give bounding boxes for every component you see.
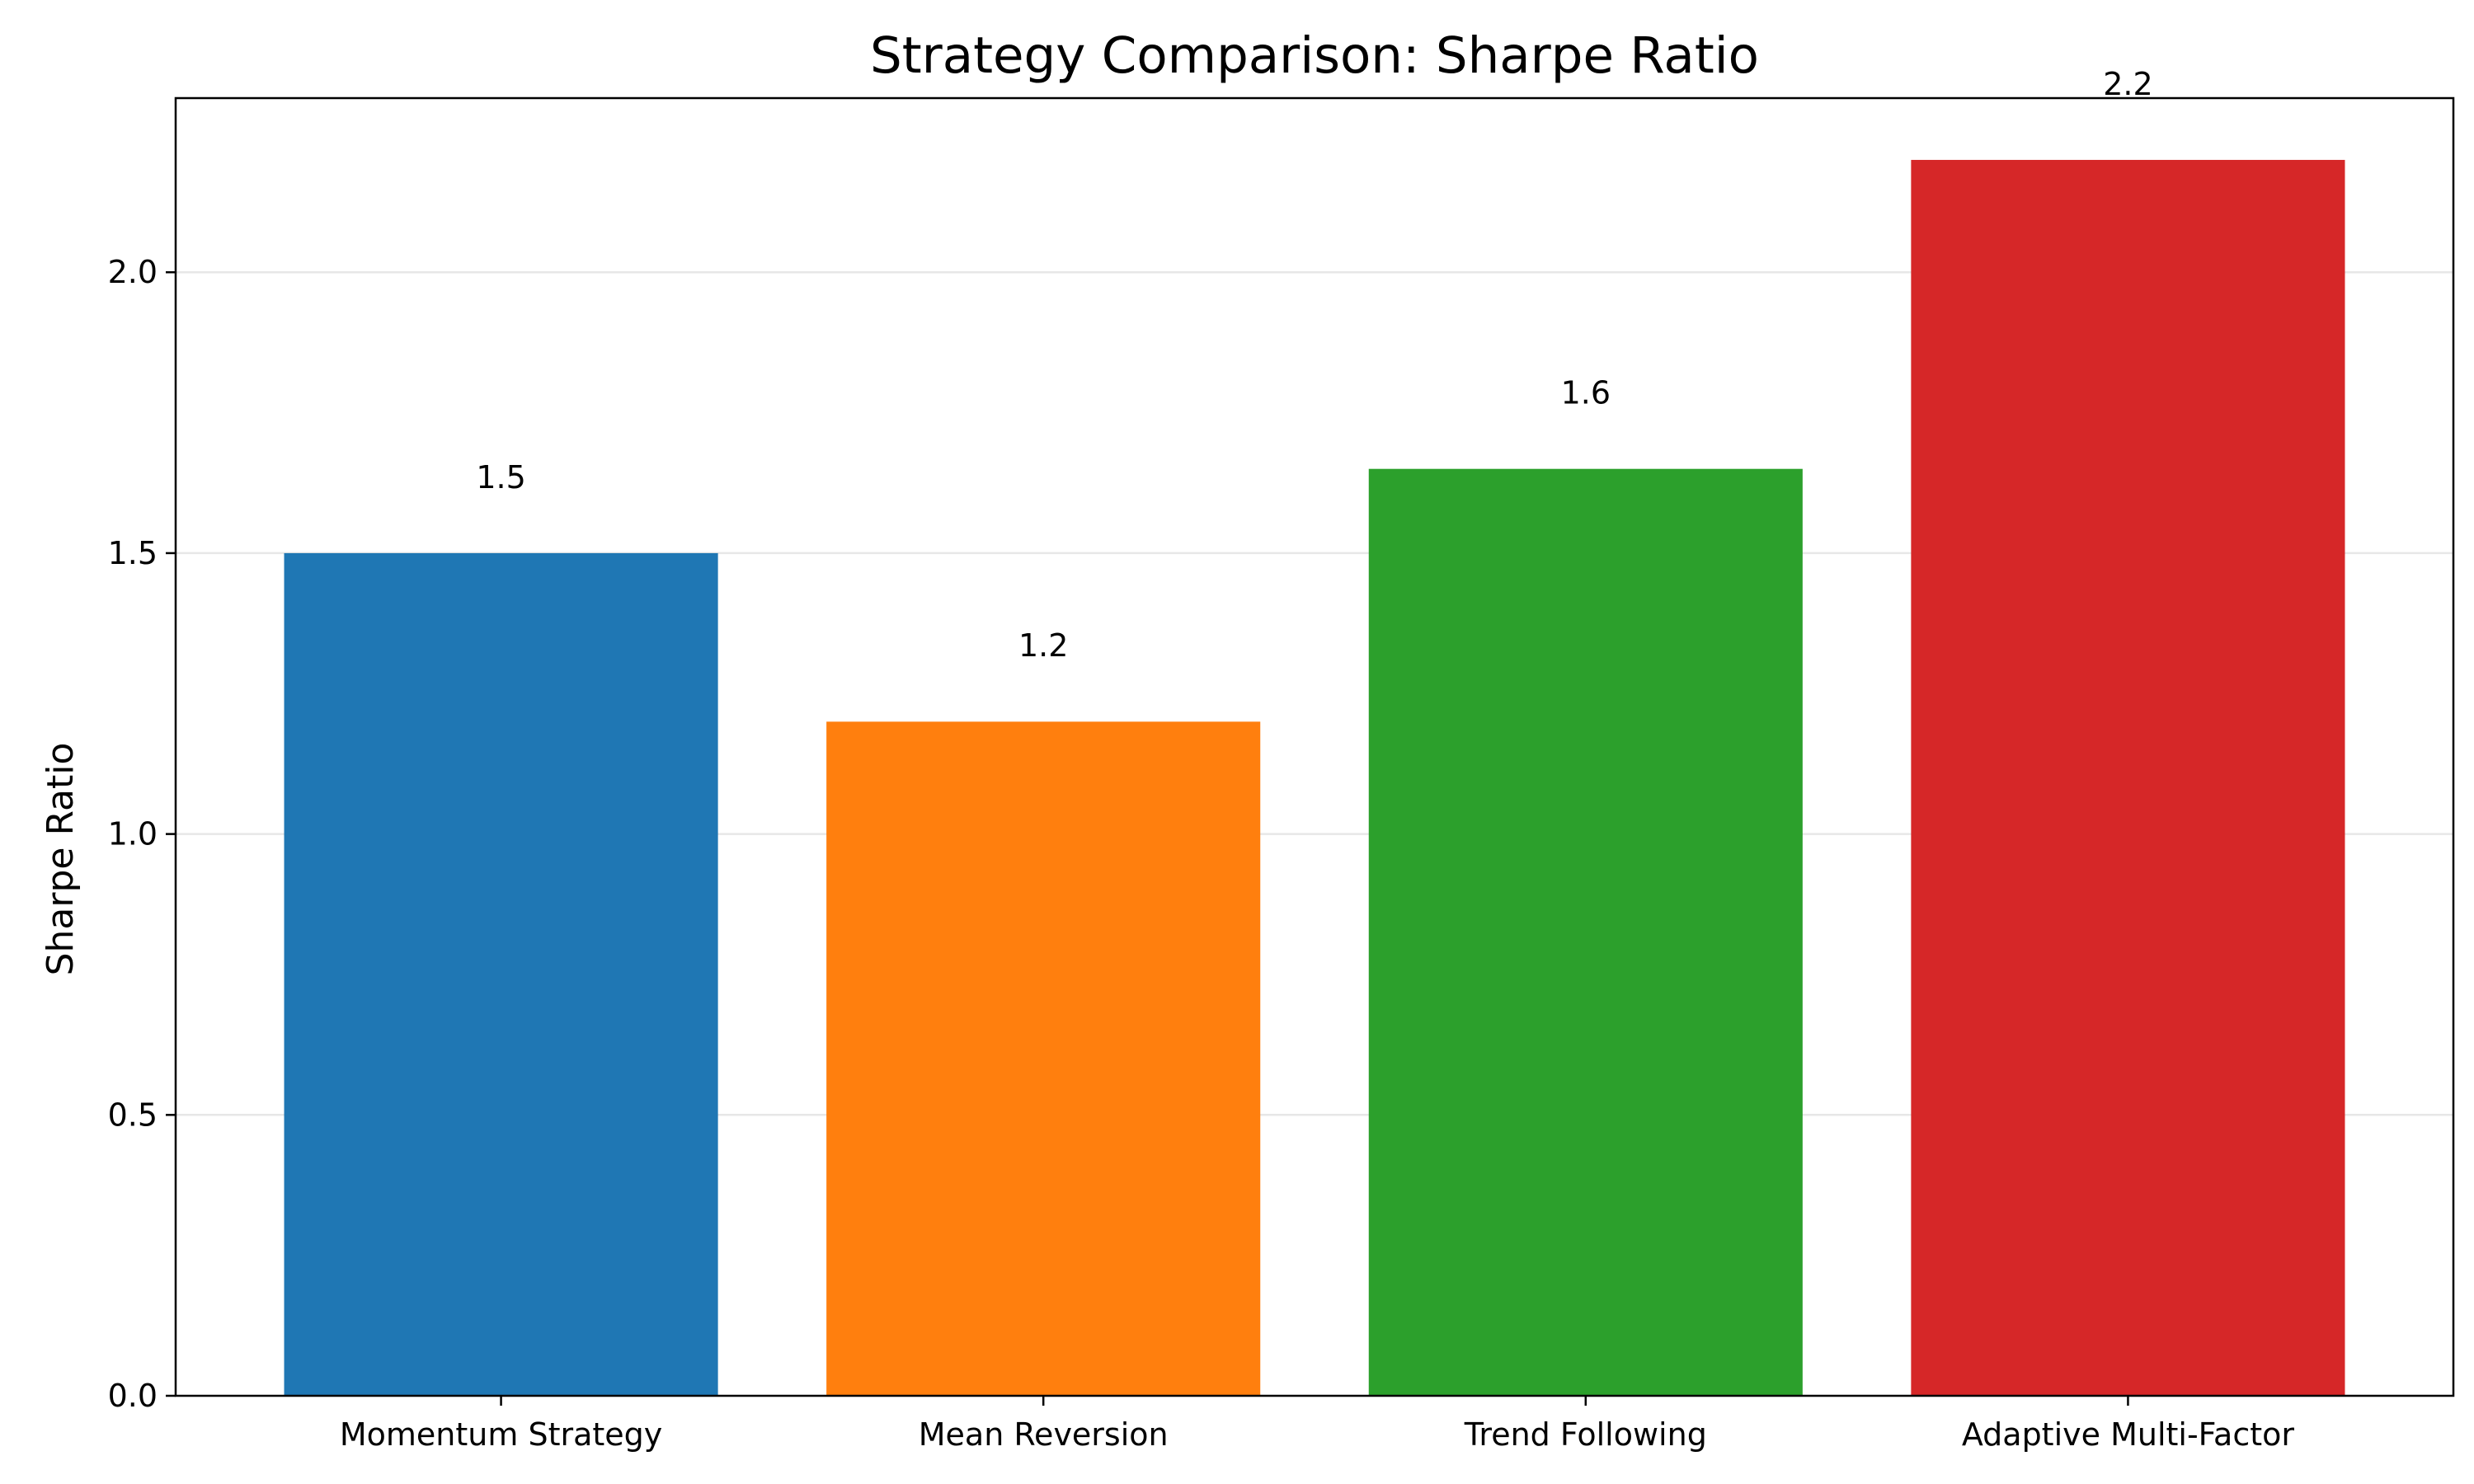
x-tick-label: Momentum Strategy <box>340 1416 662 1453</box>
bars <box>284 159 2345 1396</box>
y-tick-label: 0.5 <box>108 1097 158 1133</box>
bar <box>1911 159 2345 1396</box>
y-tick-label: 1.5 <box>108 535 158 571</box>
bar <box>826 721 1261 1396</box>
plot-frame <box>174 96 2455 1397</box>
bar-value-label: 1.5 <box>476 459 525 495</box>
y-tick-label: 2.0 <box>108 254 158 290</box>
bar-value-label: 1.6 <box>1561 375 1611 411</box>
x-tick-label: Mean Reversion <box>919 1416 1169 1453</box>
y-tick-label: 0.0 <box>108 1378 158 1414</box>
y-axis-label: Sharpe Ratio <box>40 743 82 976</box>
bar-value-label: 2.2 <box>2103 66 2152 102</box>
y-axis-ticks: 0.0 0.5 1.0 1.5 2.0 <box>108 254 176 1414</box>
x-tick-label: Trend Following <box>1464 1416 1707 1453</box>
x-tick-label: Adaptive Multi-Factor <box>1962 1416 2295 1453</box>
y-tick-label: 1.0 <box>108 816 158 852</box>
x-axis-ticks: Momentum Strategy Mean Reversion Trend Fol… <box>340 1396 2295 1453</box>
bar-value-labels: 1.5 1.2 1.6 2.2 <box>476 66 2152 664</box>
bar <box>1368 468 1803 1396</box>
bar <box>284 552 718 1396</box>
bar-value-label: 1.2 <box>1018 627 1068 664</box>
chart-title: Strategy Comparison: Sharpe Ratio <box>870 26 1759 85</box>
